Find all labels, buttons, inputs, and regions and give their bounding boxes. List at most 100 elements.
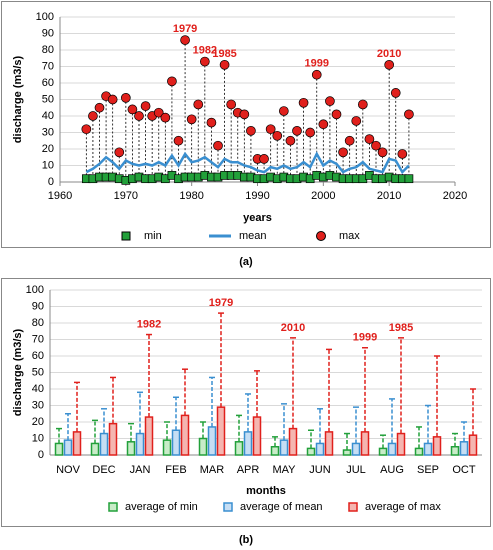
bar <box>360 431 370 456</box>
bar <box>180 414 190 456</box>
max-marker <box>134 111 144 121</box>
annotation: 1982 <box>137 318 161 330</box>
max-marker <box>246 126 256 136</box>
bar <box>54 442 64 456</box>
max-marker <box>259 154 269 164</box>
legend-label: average of min <box>125 501 198 513</box>
max-marker <box>272 130 283 141</box>
max-marker <box>265 124 276 135</box>
y-tick-label: 50 <box>42 93 54 105</box>
bar <box>234 441 244 456</box>
x-tick-label: OCT <box>452 464 476 476</box>
y-tick-label: 50 <box>32 366 44 378</box>
bar <box>324 431 334 456</box>
max-marker <box>344 135 355 146</box>
bar <box>396 432 406 456</box>
x-tick-label: JUN <box>309 464 330 476</box>
legend-label: average of max <box>365 501 441 513</box>
x-axis-label: years <box>243 212 272 224</box>
max-marker <box>404 109 414 120</box>
max-marker <box>318 119 329 130</box>
bar <box>216 406 226 456</box>
max-marker <box>298 97 309 108</box>
x-tick-label: JAN <box>130 464 151 476</box>
x-tick-label: AUG <box>380 464 404 476</box>
bar <box>72 431 82 456</box>
bar <box>135 432 145 456</box>
bar <box>468 434 478 456</box>
x-tick-label: 1960 <box>48 190 72 202</box>
max-marker <box>384 59 395 70</box>
max-marker <box>371 140 381 151</box>
max-marker <box>199 56 210 67</box>
max-marker <box>364 134 375 144</box>
x-tick-label: APR <box>237 464 260 476</box>
max-marker <box>357 99 368 110</box>
y-axis-label: discharge (m3/s) <box>12 55 24 143</box>
legend-label: max <box>339 230 360 242</box>
max-marker <box>173 135 184 146</box>
x-tick-label: MAY <box>272 464 296 476</box>
legend-swatch <box>223 502 233 512</box>
legend-swatch <box>121 231 131 241</box>
x-tick-label: FEB <box>165 464 186 476</box>
max-marker <box>397 149 408 159</box>
bar <box>342 449 352 456</box>
bar <box>414 447 424 456</box>
legend-label: min <box>144 230 162 242</box>
max-marker <box>193 99 204 110</box>
bar <box>351 442 361 456</box>
y-tick-label: 10 <box>32 432 44 444</box>
max-marker <box>390 88 401 98</box>
y-axis-label: discharge (m3/s) <box>12 328 24 416</box>
bar <box>144 416 154 456</box>
frame-a <box>1 1 491 248</box>
min-marker <box>404 174 414 184</box>
y-tick-label: 10 <box>42 159 54 171</box>
max-marker <box>81 124 92 135</box>
annotation: 2010 <box>377 48 401 60</box>
max-marker <box>94 102 105 113</box>
x-axis-label: months <box>246 485 286 497</box>
x-tick-label: NOV <box>56 464 81 476</box>
y-tick-label: 100 <box>26 284 44 296</box>
y-tick-label: 0 <box>38 449 44 461</box>
bar <box>90 442 100 456</box>
bar <box>108 422 118 456</box>
max-marker <box>127 104 138 115</box>
bar <box>243 431 253 456</box>
caption: (b) <box>239 534 253 546</box>
max-marker <box>167 76 177 87</box>
x-tick-label: 1990 <box>245 190 269 202</box>
y-tick-label: 60 <box>32 350 44 362</box>
bar <box>387 442 397 456</box>
y-tick-label: 90 <box>42 27 54 39</box>
max-marker <box>120 92 131 103</box>
max-marker <box>114 147 125 158</box>
y-tick-label: 90 <box>32 300 44 312</box>
max-marker <box>206 117 217 128</box>
x-tick-label: SEP <box>417 464 439 476</box>
x-tick-label: JUL <box>346 464 366 476</box>
x-tick-label: 1970 <box>114 190 138 202</box>
y-tick-label: 20 <box>32 416 44 428</box>
y-tick-label: 60 <box>42 77 54 89</box>
legend-swatch <box>316 231 326 241</box>
max-marker <box>140 101 151 111</box>
max-marker <box>338 147 348 158</box>
max-marker <box>219 59 230 70</box>
max-marker <box>278 106 289 116</box>
max-marker <box>180 35 190 45</box>
max-marker <box>107 94 118 105</box>
x-tick-label: 2010 <box>377 190 401 202</box>
annotation: 1999 <box>353 332 377 344</box>
legend-label: average of mean <box>240 501 323 513</box>
legend-label: mean <box>239 230 267 242</box>
max-marker <box>226 99 237 110</box>
x-tick-label: 1980 <box>179 190 203 202</box>
bar <box>162 439 172 456</box>
frame-b <box>1 278 491 527</box>
max-marker <box>305 127 316 138</box>
bar <box>270 446 280 456</box>
y-tick-label: 100 <box>36 11 54 23</box>
